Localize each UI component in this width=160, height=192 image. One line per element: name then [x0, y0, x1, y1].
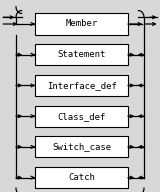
FancyBboxPatch shape: [35, 13, 128, 35]
FancyBboxPatch shape: [35, 136, 128, 157]
Text: Statement: Statement: [57, 50, 106, 59]
FancyBboxPatch shape: [35, 106, 128, 127]
Text: Switch_case: Switch_case: [52, 142, 111, 151]
FancyBboxPatch shape: [35, 44, 128, 65]
FancyBboxPatch shape: [35, 75, 128, 96]
Text: Catch: Catch: [68, 173, 95, 182]
FancyBboxPatch shape: [35, 167, 128, 188]
Text: Member: Member: [65, 20, 98, 28]
Text: Interface_def: Interface_def: [47, 81, 116, 90]
Text: Class_def: Class_def: [57, 112, 106, 121]
